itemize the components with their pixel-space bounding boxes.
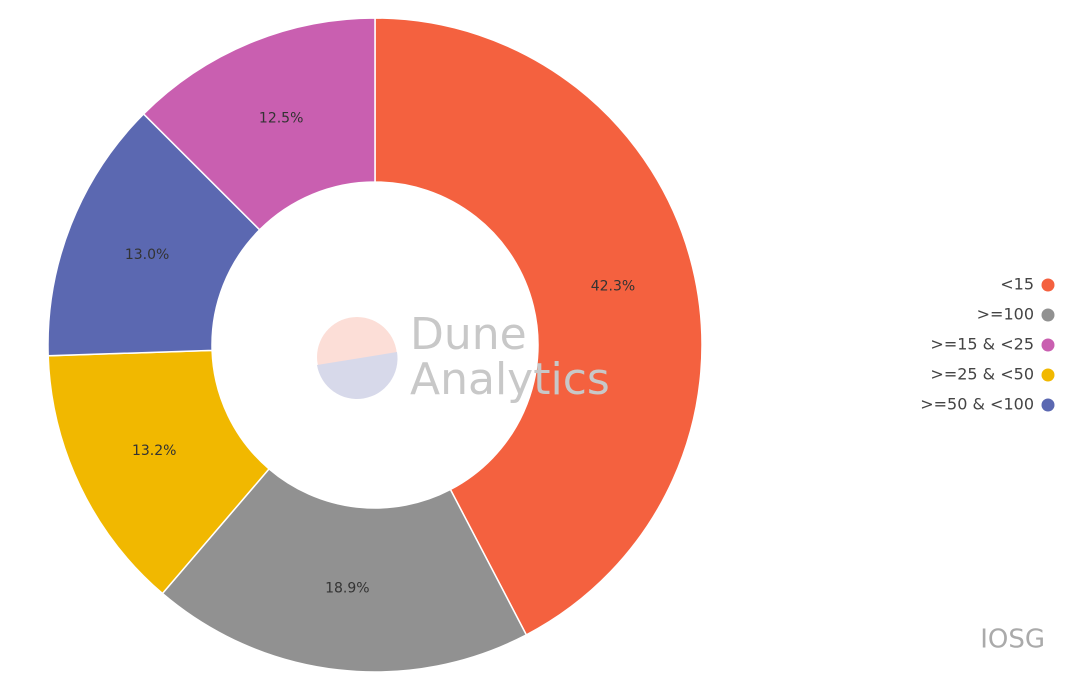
legend-dot xyxy=(1041,338,1055,352)
data-label: 13.2% xyxy=(132,443,176,459)
data-label: 12.5% xyxy=(259,111,303,127)
slice xyxy=(142,17,376,231)
credit: IOSG xyxy=(980,625,1045,655)
legend-label: >=50 & <100 xyxy=(920,395,1034,414)
data-label: 18.9% xyxy=(325,580,369,596)
data-label: 13.0% xyxy=(125,247,169,263)
slice xyxy=(47,349,271,595)
slice xyxy=(47,112,261,357)
legend-label: <15 xyxy=(1000,275,1034,294)
watermark: Dune xyxy=(410,309,527,360)
watermark: Analytics xyxy=(410,354,610,405)
slice xyxy=(161,467,528,673)
legend-dot xyxy=(1041,398,1055,412)
data-label: 42.3% xyxy=(591,279,635,295)
slice xyxy=(374,17,703,636)
legend-dot xyxy=(1041,368,1055,382)
legend-label: >=100 xyxy=(977,305,1034,324)
watermark-logo xyxy=(317,317,398,399)
legend-dot xyxy=(1041,308,1055,322)
legend-label: >=25 & <50 xyxy=(930,365,1034,384)
legend-dot xyxy=(1041,278,1055,292)
legend-label: >=15 & <25 xyxy=(930,335,1034,354)
